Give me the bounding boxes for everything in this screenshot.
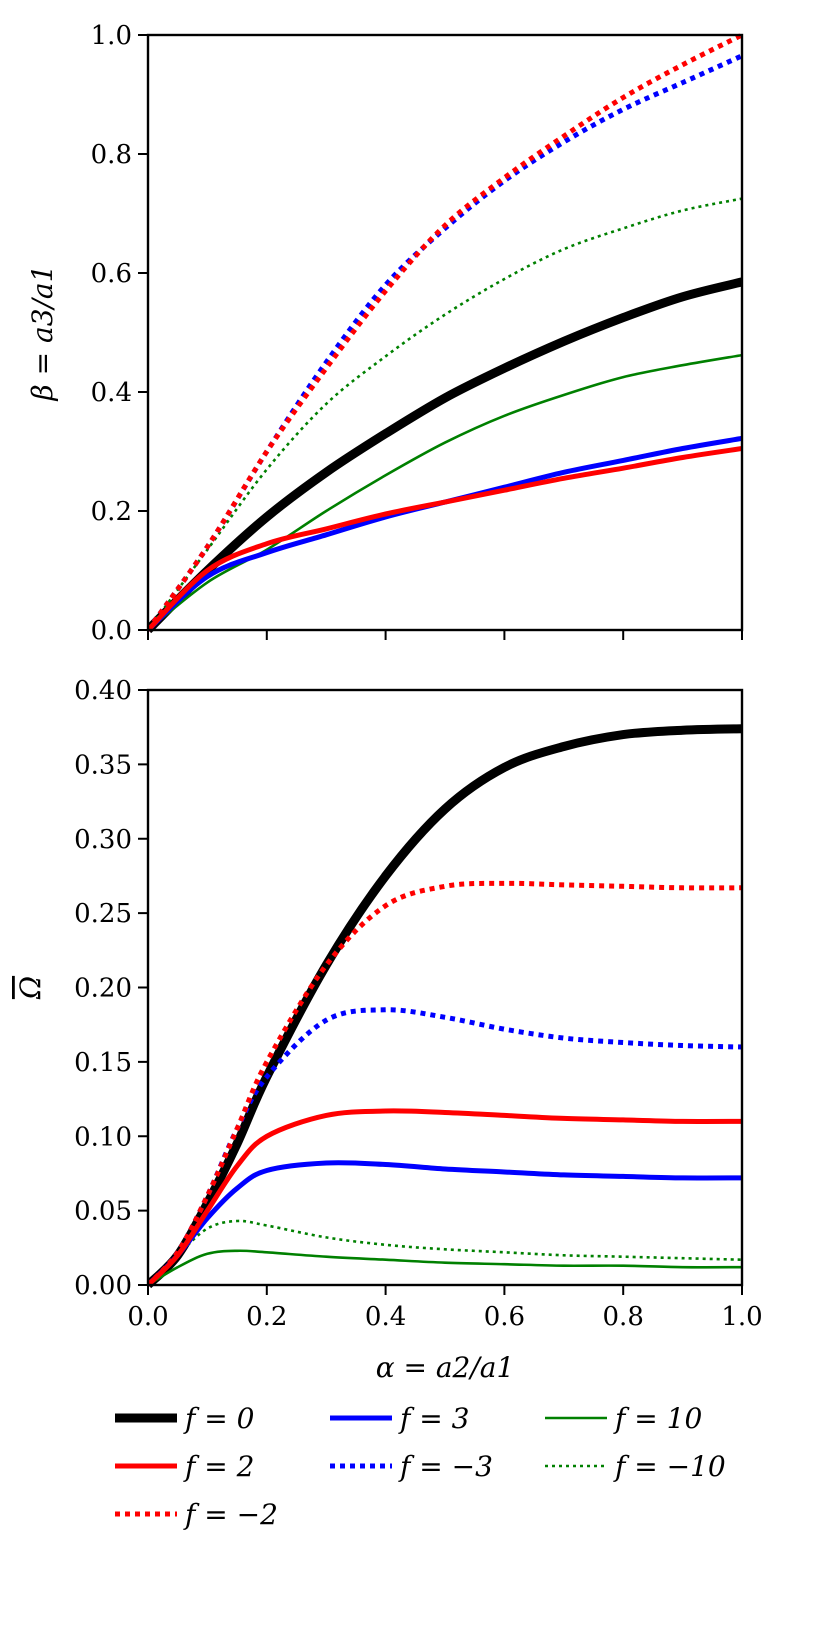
series-line-f-eq--2 [148, 32, 742, 632]
y-tick-label: 0.10 [74, 1122, 132, 1152]
axes-frame [146, 688, 744, 1287]
series-line-f-eq--10 [148, 1219, 742, 1286]
series-line-f-eq--10 [148, 197, 742, 631]
y-axis-label: Ω [14, 976, 47, 1000]
series-line-f-eq-0 [148, 277, 742, 634]
x-tick-label: 1.0 [721, 1302, 762, 1332]
legend-label: f = 10 [613, 1402, 702, 1435]
y-tick-label: 0.40 [74, 676, 132, 706]
series-group [148, 32, 742, 634]
x-tick-label: 0.4 [365, 1302, 406, 1332]
legend-label: f = 0 [183, 1402, 254, 1435]
y-tick-label: 0.20 [74, 974, 132, 1004]
x-tick-label: 0.8 [603, 1302, 644, 1332]
panel-bottom: 0.0 0.2 0.4 0.6 0.8 1.0 0.00 0.05 0.10 0.15 0.20 0.… [14, 676, 763, 1384]
x-tick-label: 0.0 [127, 1302, 168, 1332]
y-tick-label: 0.2 [91, 497, 132, 527]
legend: f = 0 f = 3 f = 10 f = 2 f = −3 f = −10 f = −2 [115, 1402, 726, 1531]
x-axis-label: α = a2/a1 [376, 1351, 515, 1384]
y-tick-label: 0.05 [74, 1197, 132, 1227]
legend-label: f = −3 [398, 1450, 493, 1483]
series-line-f-eq-3 [148, 1160, 742, 1287]
y-tick-label: 1.0 [91, 21, 132, 51]
y-tick-label: 0.00 [74, 1271, 132, 1301]
x-tick-label: 0.6 [484, 1302, 525, 1332]
y-tick-label: 0.0 [91, 616, 132, 646]
series-line-f-eq-2 [148, 446, 742, 632]
series-line-f-eq-0 [148, 724, 742, 1289]
legend-label: f = −2 [183, 1498, 278, 1531]
series-line-f-eq--3 [148, 1007, 742, 1287]
series-group [148, 724, 742, 1289]
y-tick-label: 0.25 [74, 899, 132, 929]
axes-frame [146, 33, 744, 632]
panel-top: 0.0 0.2 0.4 0.6 0.8 1.0 β = a3/a1 [26, 21, 744, 646]
y-tick-label: 0.8 [91, 140, 132, 170]
y-tick-label: 0.4 [91, 378, 132, 408]
y-tick-label: 0.35 [74, 750, 132, 780]
series-line-f-eq--2 [148, 880, 742, 1287]
y-tick-label: 0.30 [74, 825, 132, 855]
series-line-f-eq-3 [148, 435, 742, 632]
y-axis-label: β = a3/a1 [26, 265, 59, 402]
series-line-f-eq-2 [148, 1108, 742, 1287]
legend-label: f = 3 [398, 1402, 469, 1435]
y-tick-label: 0.6 [91, 259, 132, 289]
legend-label: f = 2 [183, 1450, 254, 1483]
y-tick-label: 0.15 [74, 1048, 132, 1078]
series-line-f-eq-10 [148, 1249, 742, 1287]
legend-label: f = −10 [613, 1450, 726, 1483]
x-tick-label: 0.2 [246, 1302, 287, 1332]
